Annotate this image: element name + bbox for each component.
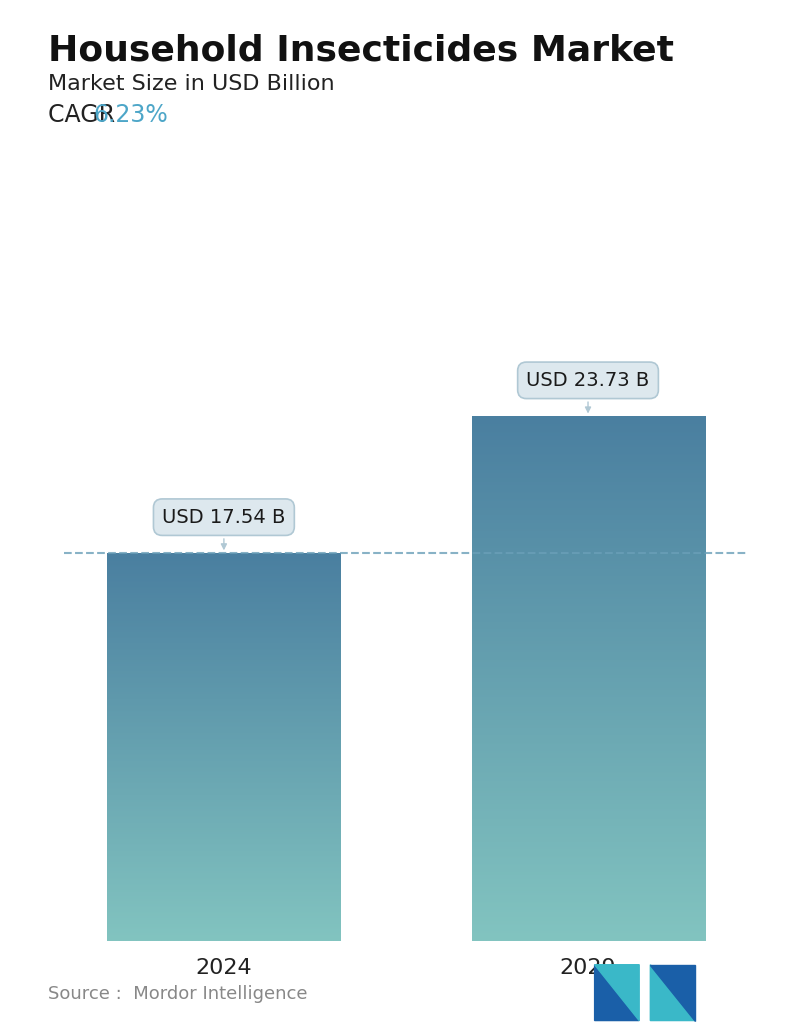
Text: Household Insecticides Market: Household Insecticides Market	[48, 33, 673, 67]
Text: USD 23.73 B: USD 23.73 B	[526, 371, 650, 412]
Text: 6.23%: 6.23%	[93, 103, 168, 127]
Polygon shape	[595, 965, 639, 1021]
Polygon shape	[595, 965, 639, 1021]
Text: USD 17.54 B: USD 17.54 B	[162, 508, 286, 549]
Text: CAGR: CAGR	[48, 103, 123, 127]
Text: Source :  Mordor Intelligence: Source : Mordor Intelligence	[48, 985, 307, 1003]
Polygon shape	[650, 965, 695, 1021]
Text: Market Size in USD Billion: Market Size in USD Billion	[48, 74, 334, 94]
Polygon shape	[650, 965, 695, 1021]
